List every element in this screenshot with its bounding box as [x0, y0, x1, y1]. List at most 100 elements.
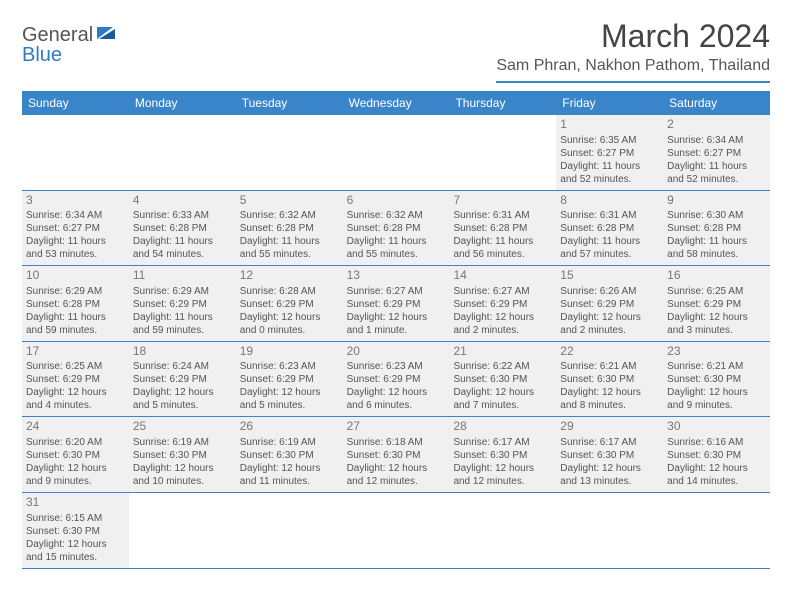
day-daylight_a: Daylight: 11 hours	[133, 311, 232, 324]
day-daylight_b: and 4 minutes.	[26, 399, 125, 412]
day-sunrise: Sunrise: 6:35 AM	[560, 134, 659, 147]
day-cell: 20Sunrise: 6:23 AMSunset: 6:29 PMDayligh…	[343, 342, 450, 417]
day-header-cell: Saturday	[663, 91, 770, 115]
title-block: March 2024 Sam Phran, Nakhon Pathom, Tha…	[496, 18, 770, 83]
week-row: 31Sunrise: 6:15 AMSunset: 6:30 PMDayligh…	[22, 493, 770, 569]
day-daylight_b: and 0 minutes.	[240, 324, 339, 337]
day-sunset: Sunset: 6:30 PM	[26, 449, 125, 462]
location: Sam Phran, Nakhon Pathom, Thailand	[496, 57, 770, 83]
day-cell: 31Sunrise: 6:15 AMSunset: 6:30 PMDayligh…	[22, 493, 129, 568]
day-cell: 17Sunrise: 6:25 AMSunset: 6:29 PMDayligh…	[22, 342, 129, 417]
day-cell: 21Sunrise: 6:22 AMSunset: 6:30 PMDayligh…	[449, 342, 556, 417]
day-sunset: Sunset: 6:29 PM	[560, 298, 659, 311]
flag-icon	[97, 24, 119, 47]
day-daylight_a: Daylight: 12 hours	[667, 311, 766, 324]
day-sunset: Sunset: 6:29 PM	[453, 298, 552, 311]
day-daylight_a: Daylight: 11 hours	[667, 235, 766, 248]
day-cell	[449, 493, 556, 568]
day-sunset: Sunset: 6:29 PM	[26, 373, 125, 386]
day-cell: 16Sunrise: 6:25 AMSunset: 6:29 PMDayligh…	[663, 266, 770, 341]
weeks-container: 1Sunrise: 6:35 AMSunset: 6:27 PMDaylight…	[22, 115, 770, 569]
day-number: 28	[453, 419, 552, 435]
day-sunset: Sunset: 6:30 PM	[453, 449, 552, 462]
day-number: 5	[240, 193, 339, 209]
day-cell: 15Sunrise: 6:26 AMSunset: 6:29 PMDayligh…	[556, 266, 663, 341]
day-sunset: Sunset: 6:27 PM	[667, 147, 766, 160]
day-number: 1	[560, 117, 659, 133]
day-number: 2	[667, 117, 766, 133]
day-number: 19	[240, 344, 339, 360]
day-number: 14	[453, 268, 552, 284]
day-sunset: Sunset: 6:30 PM	[560, 449, 659, 462]
day-sunset: Sunset: 6:29 PM	[667, 298, 766, 311]
day-daylight_a: Daylight: 12 hours	[347, 311, 446, 324]
day-sunrise: Sunrise: 6:21 AM	[560, 360, 659, 373]
day-number: 20	[347, 344, 446, 360]
day-daylight_a: Daylight: 11 hours	[560, 160, 659, 173]
day-cell: 12Sunrise: 6:28 AMSunset: 6:29 PMDayligh…	[236, 266, 343, 341]
day-header-cell: Sunday	[22, 91, 129, 115]
day-sunset: Sunset: 6:30 PM	[667, 373, 766, 386]
day-header-cell: Friday	[556, 91, 663, 115]
day-sunset: Sunset: 6:29 PM	[133, 298, 232, 311]
day-daylight_b: and 5 minutes.	[240, 399, 339, 412]
day-number: 16	[667, 268, 766, 284]
day-sunrise: Sunrise: 6:19 AM	[240, 436, 339, 449]
day-daylight_b: and 13 minutes.	[560, 475, 659, 488]
week-row: 17Sunrise: 6:25 AMSunset: 6:29 PMDayligh…	[22, 342, 770, 418]
calendar: SundayMondayTuesdayWednesdayThursdayFrid…	[22, 91, 770, 569]
day-cell: 2Sunrise: 6:34 AMSunset: 6:27 PMDaylight…	[663, 115, 770, 190]
day-cell	[449, 115, 556, 190]
day-daylight_b: and 10 minutes.	[133, 475, 232, 488]
header: General March 2024 Sam Phran, Nakhon Pat…	[22, 18, 770, 83]
day-cell	[343, 493, 450, 568]
day-daylight_b: and 55 minutes.	[240, 248, 339, 261]
day-daylight_a: Daylight: 12 hours	[133, 386, 232, 399]
day-sunset: Sunset: 6:30 PM	[667, 449, 766, 462]
day-sunrise: Sunrise: 6:31 AM	[560, 209, 659, 222]
day-number: 9	[667, 193, 766, 209]
day-sunset: Sunset: 6:28 PM	[560, 222, 659, 235]
day-sunrise: Sunrise: 6:25 AM	[26, 360, 125, 373]
day-sunset: Sunset: 6:27 PM	[560, 147, 659, 160]
day-sunrise: Sunrise: 6:19 AM	[133, 436, 232, 449]
day-sunset: Sunset: 6:28 PM	[667, 222, 766, 235]
day-header-cell: Tuesday	[236, 91, 343, 115]
day-sunset: Sunset: 6:29 PM	[133, 373, 232, 386]
day-daylight_b: and 1 minute.	[347, 324, 446, 337]
day-daylight_a: Daylight: 12 hours	[453, 311, 552, 324]
day-cell: 22Sunrise: 6:21 AMSunset: 6:30 PMDayligh…	[556, 342, 663, 417]
day-daylight_b: and 59 minutes.	[133, 324, 232, 337]
day-header-row: SundayMondayTuesdayWednesdayThursdayFrid…	[22, 91, 770, 115]
day-number: 27	[347, 419, 446, 435]
day-header-cell: Monday	[129, 91, 236, 115]
day-sunset: Sunset: 6:30 PM	[453, 373, 552, 386]
day-number: 31	[26, 495, 125, 511]
day-number: 18	[133, 344, 232, 360]
day-daylight_b: and 58 minutes.	[667, 248, 766, 261]
day-sunrise: Sunrise: 6:34 AM	[667, 134, 766, 147]
day-cell: 10Sunrise: 6:29 AMSunset: 6:28 PMDayligh…	[22, 266, 129, 341]
day-header-cell: Wednesday	[343, 91, 450, 115]
day-number: 26	[240, 419, 339, 435]
day-daylight_a: Daylight: 11 hours	[26, 235, 125, 248]
week-row: 24Sunrise: 6:20 AMSunset: 6:30 PMDayligh…	[22, 417, 770, 493]
day-cell: 5Sunrise: 6:32 AMSunset: 6:28 PMDaylight…	[236, 191, 343, 266]
day-sunrise: Sunrise: 6:23 AM	[240, 360, 339, 373]
day-cell	[236, 493, 343, 568]
day-daylight_a: Daylight: 12 hours	[26, 462, 125, 475]
day-daylight_b: and 52 minutes.	[560, 173, 659, 186]
day-number: 23	[667, 344, 766, 360]
day-sunset: Sunset: 6:29 PM	[347, 373, 446, 386]
day-sunrise: Sunrise: 6:29 AM	[133, 285, 232, 298]
day-sunrise: Sunrise: 6:23 AM	[347, 360, 446, 373]
day-cell: 8Sunrise: 6:31 AMSunset: 6:28 PMDaylight…	[556, 191, 663, 266]
day-sunset: Sunset: 6:29 PM	[347, 298, 446, 311]
day-number: 10	[26, 268, 125, 284]
day-cell: 11Sunrise: 6:29 AMSunset: 6:29 PMDayligh…	[129, 266, 236, 341]
week-row: 1Sunrise: 6:35 AMSunset: 6:27 PMDaylight…	[22, 115, 770, 191]
day-cell: 9Sunrise: 6:30 AMSunset: 6:28 PMDaylight…	[663, 191, 770, 266]
day-daylight_a: Daylight: 12 hours	[560, 386, 659, 399]
day-sunset: Sunset: 6:30 PM	[240, 449, 339, 462]
month-title: March 2024	[496, 18, 770, 55]
